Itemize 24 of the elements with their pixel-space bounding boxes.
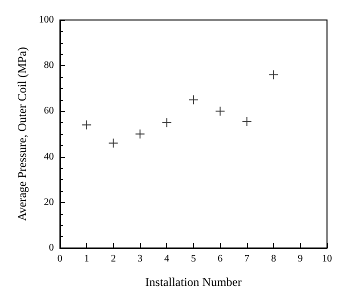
y-tick-label: 0 xyxy=(48,242,54,254)
y-tick-label: 40 xyxy=(44,151,54,162)
x-tick-label: 8 xyxy=(271,254,276,264)
y-axis-title: Average Pressure, Outer Coil (MPa) xyxy=(15,46,29,222)
x-tick-label: 0 xyxy=(57,254,62,264)
point xyxy=(136,130,145,138)
x-tick-label: 7 xyxy=(244,254,250,264)
y-tick-label: 100 xyxy=(38,14,54,26)
x-axis-title: Installation Number xyxy=(145,275,242,289)
x-tick-label: 9 xyxy=(298,254,303,264)
x-tick-label: 1 xyxy=(84,254,90,264)
x-tick-label: 10 xyxy=(322,254,332,264)
y-tick-label: 20 xyxy=(44,196,54,208)
point xyxy=(108,138,118,148)
point xyxy=(188,95,198,104)
point xyxy=(82,120,92,130)
x-tick-label: 3 xyxy=(138,254,143,264)
x-tick-label: 4 xyxy=(164,254,170,264)
y-tick-label: 80 xyxy=(44,60,54,72)
x-tick-label: 6 xyxy=(218,254,223,264)
x-tick-label: 5 xyxy=(190,254,196,264)
point xyxy=(242,116,252,126)
y-tick-label: 60 xyxy=(44,106,54,117)
x-tick-label: 2 xyxy=(110,254,116,264)
